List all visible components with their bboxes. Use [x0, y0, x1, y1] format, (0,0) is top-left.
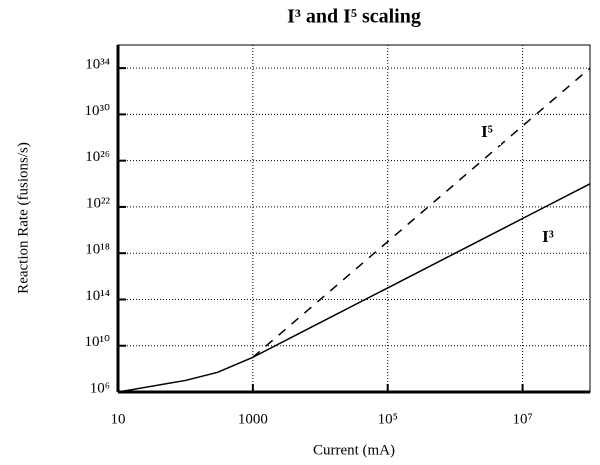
- y-tick-label: 10¹⁴: [85, 288, 110, 304]
- chart-title: I³ and I⁵ scaling: [287, 6, 421, 28]
- x-tick-label: 10⁵: [378, 411, 398, 427]
- legend-label: I³: [542, 227, 554, 246]
- annotation-bg: [473, 121, 501, 145]
- series-line: [252, 67, 591, 358]
- y-tick-label: 10²²: [86, 195, 110, 211]
- y-tick-label: 10¹⁸: [85, 242, 110, 258]
- y-tick-label: 10¹⁰: [84, 334, 110, 350]
- x-tick-label: 1000: [238, 411, 268, 427]
- x-tick-label: 10⁷: [512, 411, 532, 427]
- y-tick-label: 10²⁶: [85, 149, 110, 165]
- series-line: [117, 183, 591, 393]
- y-axis-label: Reaction Rate (fusions/s): [15, 142, 31, 294]
- plot-frame: [117, 44, 591, 393]
- y-tick-label: 10³⁰: [84, 103, 110, 119]
- y-tick-label: 10³⁴: [85, 57, 110, 73]
- x-tick-label: 10: [111, 411, 126, 427]
- legend-label: I⁵: [481, 122, 493, 141]
- annotation-bg: [534, 226, 562, 250]
- y-tick-label: 10⁶: [90, 380, 110, 396]
- x-axis-label: Current (mA): [313, 442, 395, 458]
